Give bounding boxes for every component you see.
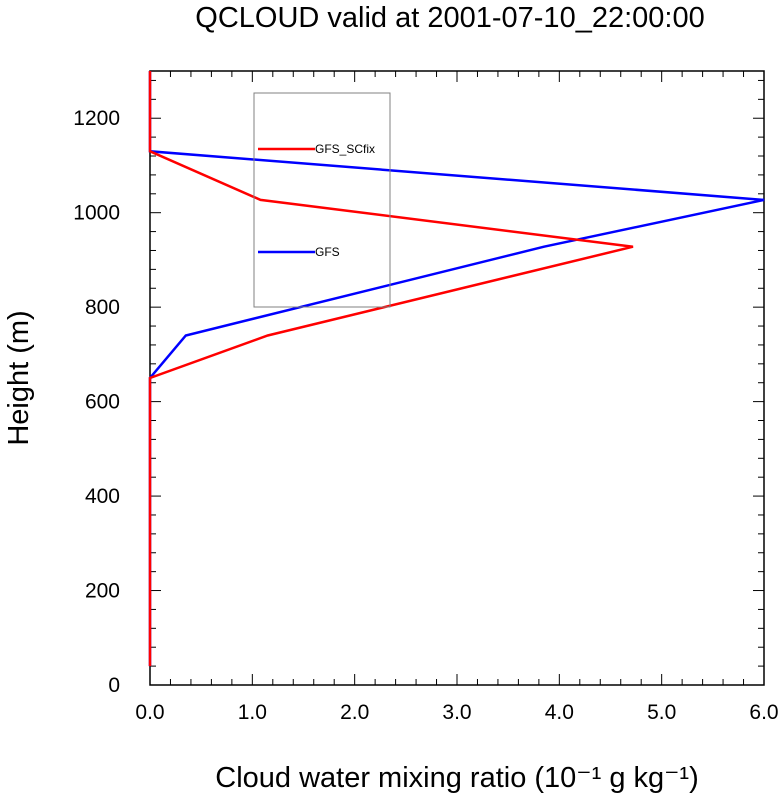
y-tick-labels: 0 200 400 600 800 1000 1200 xyxy=(73,107,120,697)
y-tick-label: 1200 xyxy=(73,107,120,130)
x-tick-label: 5.0 xyxy=(647,701,676,724)
y-tick-label: 600 xyxy=(85,391,120,414)
x-tick-labels: 0.0 1.0 2.0 3.0 4.0 5.0 6.0 xyxy=(135,701,778,724)
legend-box xyxy=(253,92,391,308)
plot-frame xyxy=(149,70,765,686)
series-layer xyxy=(148,71,765,667)
x-axis-label: Cloud water mixing ratio (10⁻¹ g kg⁻¹) xyxy=(215,762,699,794)
y-axis-label: Height (m) xyxy=(3,310,35,445)
minor-ticks xyxy=(150,71,764,685)
x-tick-label: 0.0 xyxy=(135,701,164,724)
y-tick-label: 400 xyxy=(85,485,120,508)
y-tick-label: 1000 xyxy=(73,202,120,225)
series-line-gfs-scfix xyxy=(148,71,634,667)
y-tick-label: 800 xyxy=(85,296,120,319)
x-tick-label: 4.0 xyxy=(545,701,574,724)
chart-title: QCLOUD valid at 2001-07-10_22:00:00 xyxy=(195,2,704,34)
series-line-gfs xyxy=(148,71,765,667)
legend-label: GFS xyxy=(315,245,340,259)
y-tick-label: 200 xyxy=(85,580,120,603)
legend: GFS_SCfix GFS xyxy=(253,92,391,308)
legend-items: GFS_SCfix GFS xyxy=(258,142,375,259)
x-tick-label: 2.0 xyxy=(340,701,369,724)
plot-area xyxy=(148,70,765,686)
y-tick-label: 0 xyxy=(108,674,120,697)
legend-label: GFS_SCfix xyxy=(315,142,375,156)
major-ticks xyxy=(149,71,765,686)
x-tick-label: 1.0 xyxy=(238,701,267,724)
x-tick-label: 6.0 xyxy=(749,701,778,724)
x-tick-label: 3.0 xyxy=(442,701,471,724)
